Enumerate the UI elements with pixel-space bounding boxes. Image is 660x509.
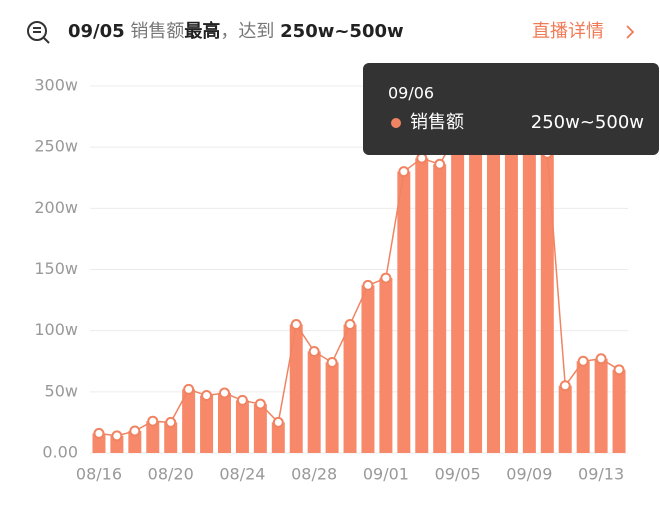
bar — [469, 147, 483, 453]
point — [129, 425, 141, 437]
headline-highlight: 最高 — [184, 20, 220, 42]
point — [326, 356, 338, 368]
x-tick-label: 09/13 — [578, 465, 624, 484]
y-tick-label: 0.00 — [42, 443, 78, 462]
headline-range: 250w~500w — [280, 21, 404, 42]
point — [362, 279, 374, 291]
bar — [235, 400, 249, 453]
bar — [558, 385, 572, 453]
x-tick-label: 08/20 — [148, 465, 194, 484]
point — [183, 383, 195, 395]
headline-metric: 销售额 — [130, 21, 184, 42]
headline: 09/05 销售额最高，达到 250w~500w — [68, 20, 404, 42]
detail-link[interactable]: 直播详情 — [532, 21, 604, 42]
bar — [379, 278, 393, 453]
tooltip-dot — [391, 118, 401, 128]
bar — [92, 433, 106, 453]
search-icon — [27, 21, 50, 44]
bar — [289, 324, 303, 453]
point — [219, 387, 230, 399]
point — [434, 158, 446, 170]
bar — [128, 430, 142, 453]
point — [165, 416, 177, 428]
x-tick-label: 09/01 — [363, 465, 409, 484]
x-tick-label: 09/09 — [506, 465, 552, 484]
x-tick-label: 09/05 — [435, 465, 481, 484]
bar — [594, 358, 608, 453]
bar — [433, 164, 447, 453]
point — [147, 415, 159, 427]
headline-date: 09/05 — [68, 21, 125, 42]
point — [398, 166, 410, 178]
tooltip-box — [363, 63, 659, 155]
tooltip-value: 250w~500w — [531, 112, 644, 133]
bar — [361, 285, 375, 453]
x-tick-label: 08/28 — [291, 465, 337, 484]
bar — [504, 142, 518, 454]
point — [254, 398, 266, 410]
bar — [451, 132, 465, 453]
x-tick-label: 08/16 — [76, 465, 122, 484]
tooltip-date: 09/06 — [388, 84, 434, 103]
bar — [271, 422, 285, 453]
point — [344, 319, 356, 331]
y-tick-label: 100w — [34, 320, 78, 339]
point — [236, 394, 248, 406]
point — [559, 380, 571, 392]
bar — [164, 422, 178, 453]
bar — [487, 147, 500, 453]
tooltip: 09/06 销售额 250w~500w — [363, 63, 659, 155]
y-tick-label: 250w — [34, 137, 78, 156]
point — [308, 345, 320, 357]
bar — [397, 171, 411, 453]
bar — [343, 324, 357, 453]
point — [93, 427, 105, 439]
point — [380, 272, 392, 284]
bar — [307, 351, 321, 453]
y-tick-label: 150w — [34, 259, 78, 278]
tooltip-series: 销售额 — [410, 112, 464, 133]
bar — [325, 362, 339, 453]
y-tick-label: 300w — [34, 76, 78, 95]
point — [416, 152, 428, 164]
bar — [218, 393, 231, 453]
bar — [146, 421, 160, 453]
chevron[interactable] — [626, 25, 635, 39]
point — [595, 353, 607, 365]
point — [201, 390, 213, 402]
bar — [253, 404, 267, 453]
bar — [540, 153, 554, 454]
point — [272, 416, 284, 428]
point — [111, 430, 123, 442]
point — [290, 319, 302, 331]
bar — [200, 395, 214, 453]
bar — [612, 369, 626, 453]
bar — [415, 158, 429, 453]
x-tick-label: 08/24 — [219, 465, 265, 484]
point — [613, 364, 625, 376]
y-tick-label: 200w — [34, 198, 78, 217]
point — [577, 355, 589, 367]
y-tick-label: 50w — [45, 381, 78, 400]
bar — [182, 389, 196, 453]
bar — [522, 147, 536, 453]
bar — [576, 361, 590, 453]
headline-connector: ，达到 — [220, 21, 274, 42]
